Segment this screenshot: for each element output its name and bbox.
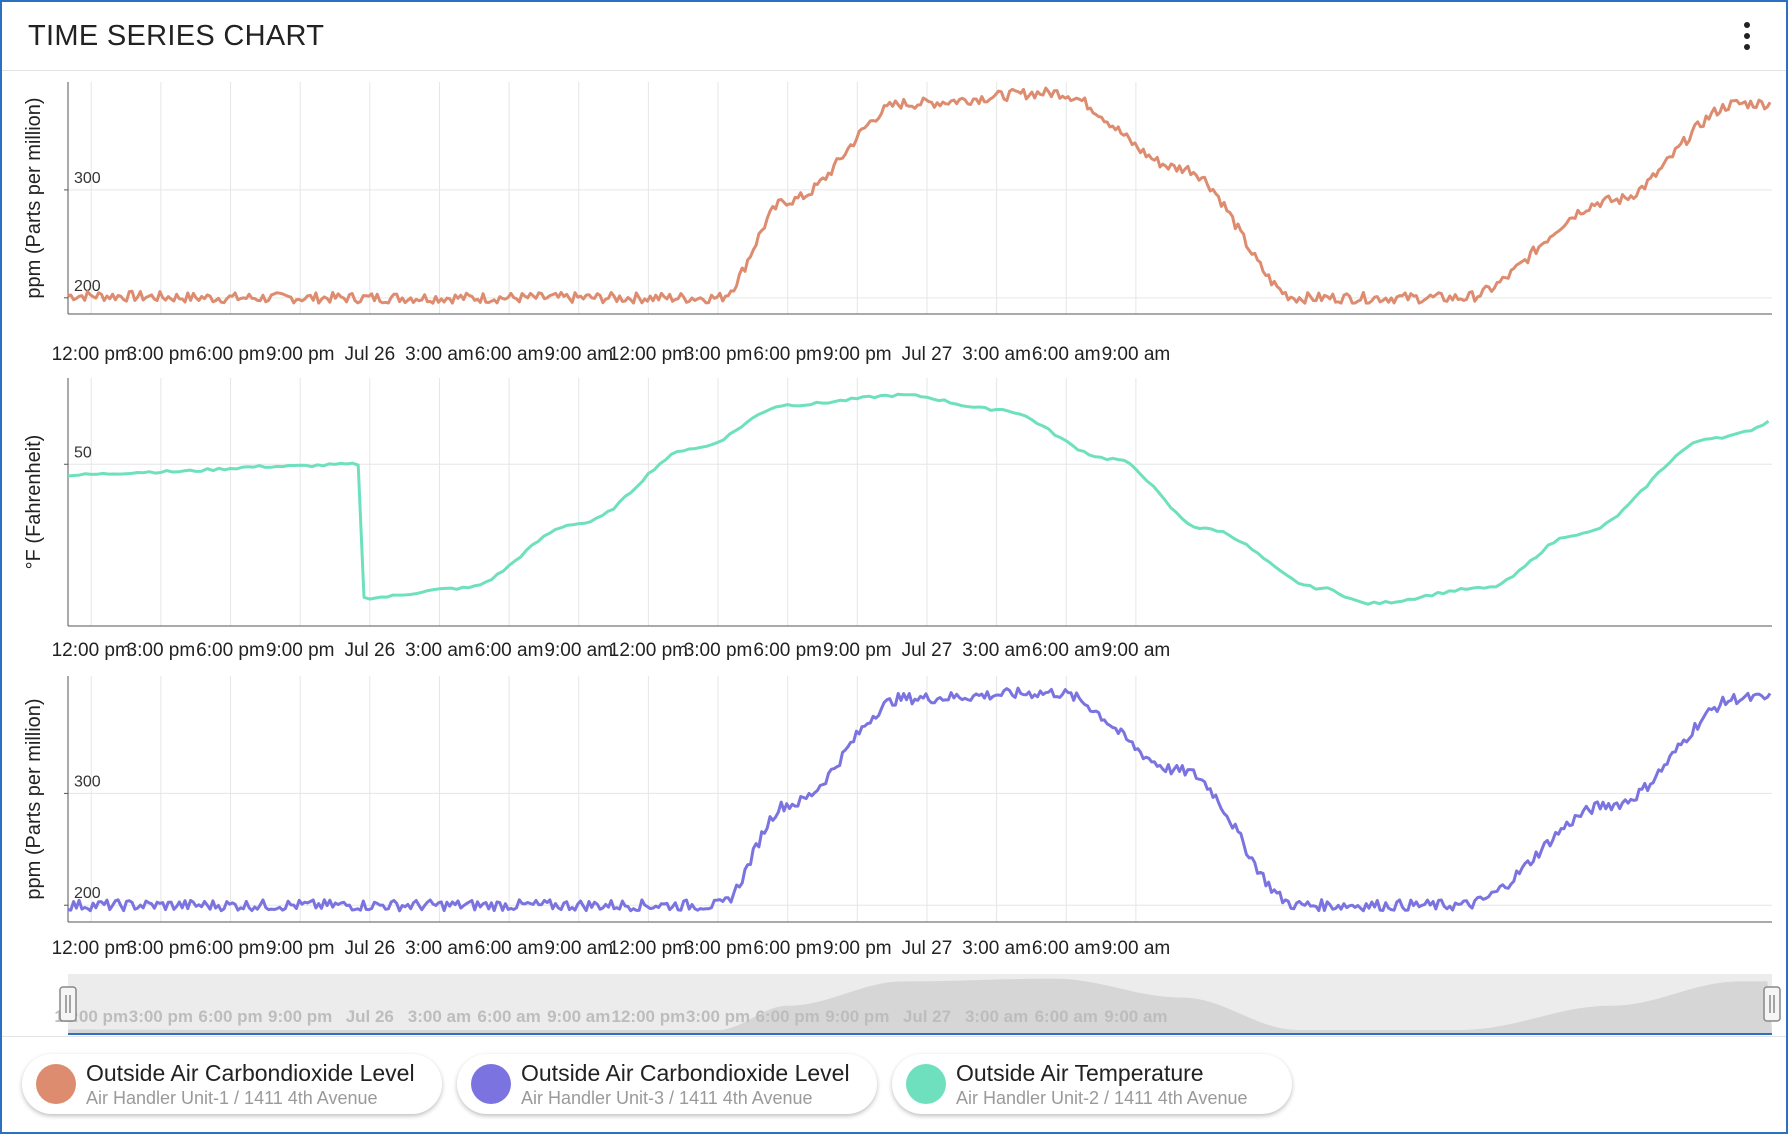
navigator-tick-label: 9:00 pm <box>268 1007 332 1026</box>
x-tick-label: 3:00 pm <box>684 938 753 959</box>
y-tick-label: 300 <box>74 773 101 790</box>
x-tick-label: 6:00 pm <box>196 640 265 661</box>
x-tick-label: 6:00 pm <box>753 938 822 959</box>
legend-subtitle: Air Handler Unit-2 / 1411 4th Avenue <box>956 1088 1248 1109</box>
x-tick-label: 6:00 am <box>475 938 544 959</box>
navigator-left-handle[interactable] <box>60 987 76 1021</box>
y-tick-label: 300 <box>74 170 101 187</box>
x-tick-label: 9:00 pm <box>823 344 892 365</box>
x-tick-label: 3:00 pm <box>684 640 753 661</box>
legend-title: Outside Air Carbondioxide Level <box>521 1060 850 1087</box>
x-tick-label: Jul 26 <box>344 938 395 959</box>
x-tick-label: 9:00 pm <box>266 938 335 959</box>
range-navigator[interactable]: 12:00 pm3:00 pm6:00 pm9:00 pmJul 263:00 … <box>54 974 1780 1034</box>
x-tick-label: Jul 26 <box>344 640 395 661</box>
x-tick-label: 12:00 pm <box>609 344 688 365</box>
x-tick-label: 6:00 am <box>1032 640 1101 661</box>
x-tick-label: 9:00 am <box>1102 938 1171 959</box>
navigator-tick-label: Jul 27 <box>903 1007 951 1026</box>
x-tick-label: 3:00 am <box>405 640 474 661</box>
series-line <box>68 688 1770 911</box>
x-tick-label: 6:00 am <box>475 640 544 661</box>
legend-title: Outside Air Carbondioxide Level <box>86 1060 415 1087</box>
chart-panel-3: 300200ppm (Parts per million)12:00 pm3:0… <box>23 676 1772 959</box>
series-line <box>68 88 1770 303</box>
y-axis-label: ppm (Parts per million) <box>23 698 45 899</box>
y-axis-label: °F (Fahrenheit) <box>23 435 45 570</box>
x-tick-label: 9:00 pm <box>823 640 892 661</box>
x-tick-label: 9:00 am <box>544 938 613 959</box>
navigator-tick-label: 6:00 am <box>477 1007 540 1026</box>
legend-divider <box>2 1036 1786 1037</box>
x-tick-label: 3:00 pm <box>127 344 196 365</box>
series-line <box>68 394 1769 604</box>
navigator-tick-label: 9:00 am <box>1104 1007 1167 1026</box>
x-tick-label: 6:00 am <box>1032 938 1101 959</box>
navigator-tick-label: 3:00 am <box>408 1007 471 1026</box>
x-tick-label: Jul 26 <box>344 344 395 365</box>
legend-item-co2-ahu3[interactable]: Outside Air Carbondioxide Level Air Hand… <box>457 1054 877 1114</box>
legend-subtitle: Air Handler Unit-1 / 1411 4th Avenue <box>86 1088 378 1109</box>
x-tick-label: 3:00 am <box>962 938 1031 959</box>
x-tick-label: 9:00 am <box>544 640 613 661</box>
navigator-tick-label: 6:00 am <box>1035 1007 1098 1026</box>
x-tick-label: 6:00 pm <box>753 344 822 365</box>
x-tick-label: 12:00 pm <box>609 640 688 661</box>
x-tick-label: Jul 27 <box>902 344 953 365</box>
x-tick-label: 6:00 pm <box>196 344 265 365</box>
x-tick-label: 3:00 pm <box>127 640 196 661</box>
x-tick-label: 6:00 pm <box>196 938 265 959</box>
navigator-tick-label: 3:00 am <box>965 1007 1028 1026</box>
legend-title: Outside Air Temperature <box>956 1060 1204 1087</box>
chart-panel-1: 300200ppm (Parts per million)12:00 pm3:0… <box>23 82 1772 365</box>
x-tick-label: 3:00 am <box>962 640 1031 661</box>
x-tick-label: 12:00 pm <box>609 938 688 959</box>
x-tick-label: 6:00 am <box>1032 344 1101 365</box>
navigator-tick-label: 9:00 am <box>547 1007 610 1026</box>
x-tick-label: 12:00 pm <box>52 344 131 365</box>
navigator-right-handle[interactable] <box>1764 987 1780 1021</box>
x-tick-label: 6:00 pm <box>753 640 822 661</box>
y-tick-label: 50 <box>74 444 92 461</box>
legend-color-dot <box>906 1064 946 1104</box>
x-tick-label: 12:00 pm <box>52 640 131 661</box>
x-tick-label: 6:00 am <box>475 344 544 365</box>
legend-color-dot <box>471 1064 511 1104</box>
chart-panel-2: 50°F (Fahrenheit)12:00 pm3:00 pm6:00 pm9… <box>23 378 1772 661</box>
navigator-tick-label: 3:00 pm <box>686 1007 750 1026</box>
navigator-tick-label: 12:00 pm <box>612 1007 686 1026</box>
legend-subtitle: Air Handler Unit-3 / 1411 4th Avenue <box>521 1088 813 1109</box>
x-tick-label: 9:00 pm <box>266 344 335 365</box>
x-tick-label: 3:00 am <box>405 938 474 959</box>
legend-color-dot <box>36 1064 76 1104</box>
x-tick-label: Jul 27 <box>902 938 953 959</box>
navigator-tick-label: 6:00 pm <box>756 1007 820 1026</box>
legend-item-co2-ahu1[interactable]: Outside Air Carbondioxide Level Air Hand… <box>22 1054 442 1114</box>
x-tick-label: 9:00 pm <box>266 640 335 661</box>
navigator-tick-label: Jul 26 <box>346 1007 394 1026</box>
x-tick-label: Jul 27 <box>902 640 953 661</box>
x-tick-label: 12:00 pm <box>52 938 131 959</box>
x-tick-label: 3:00 am <box>962 344 1031 365</box>
x-tick-label: 9:00 am <box>1102 344 1171 365</box>
x-tick-label: 3:00 pm <box>684 344 753 365</box>
x-tick-label: 3:00 pm <box>127 938 196 959</box>
navigator-tick-label: 3:00 pm <box>129 1007 193 1026</box>
x-tick-label: 9:00 pm <box>823 938 892 959</box>
navigator-tick-label: 6:00 pm <box>198 1007 262 1026</box>
x-tick-label: 9:00 am <box>544 344 613 365</box>
y-axis-label: ppm (Parts per million) <box>23 97 45 298</box>
legend-item-temperature-ahu2[interactable]: Outside Air Temperature Air Handler Unit… <box>892 1054 1292 1114</box>
navigator-tick-label: 9:00 pm <box>825 1007 889 1026</box>
x-tick-label: 9:00 am <box>1102 640 1171 661</box>
x-tick-label: 3:00 am <box>405 344 474 365</box>
